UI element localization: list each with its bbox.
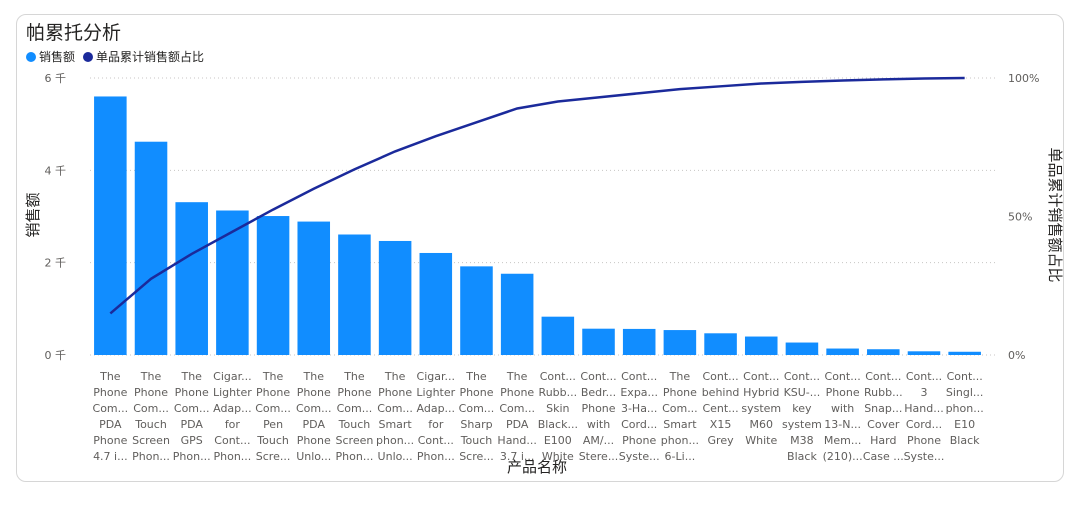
category-label: The Phone Com... Pen Touch Scre... [255,370,291,463]
bar[interactable] [419,252,453,355]
bar[interactable] [500,273,534,355]
bar[interactable] [704,333,737,355]
cumulative-line [109,76,965,315]
x-axis-categories: The Phone Com... PDA Phone 4.7 i...The Phone Co… [93,370,984,463]
bar[interactable] [622,328,656,355]
bar[interactable] [948,351,981,355]
bar[interactable] [907,351,941,355]
bar[interactable] [460,266,493,355]
category-label: Cont... KSU-... key system M38 Black [782,370,822,463]
category-label: The Phone Com... Touch Screen Phon... [132,370,170,463]
bar[interactable] [378,240,412,355]
legend-marker-cumulative [83,51,94,62]
category-label: The Phone Com... PDA Phone Unlo... [296,370,332,463]
category-label: Cont... behind Cent... X15 Grey [702,370,740,447]
y2-tick-label: 0% [1008,349,1025,362]
category-label: Cont... Expa... 3-Ha... Cord... Phone Syste..… [619,370,660,463]
bar[interactable] [297,221,331,355]
category-label: The Phone Com... Touch Screen Phon... [336,370,374,463]
bar[interactable] [541,316,575,355]
category-label: The Phone Com... PDA GPS Phon... [173,370,211,463]
category-label: Cont... Phone with 13-N... Mem... (210)... [823,370,863,463]
category-label: Cont... Singl... phon... E10 Black [946,370,984,447]
category-label: The Phone Com... Smart phon... 6-Li... [661,370,699,463]
bar[interactable] [216,210,249,355]
y-tick-label: 4 千 [45,164,67,177]
legend-marker-sales [26,51,36,62]
y2-axis-title: 单品累计销售额占比 [1046,147,1064,282]
chart-title: 帕累托分析 [26,22,122,44]
category-label: Cigar... Lighter Adap... for Cont... Phon... [213,370,252,463]
legend-label-cumulative: 单品累计销售额占比 [96,50,205,64]
legend-item-sales[interactable]: 销售额 [26,48,75,65]
legend[interactable]: 销售额 单品累计销售额占比 [26,48,204,65]
y-tick-label: 6 千 [45,72,67,85]
y2-axis-ticks: 0% 50% 100% [1008,72,1039,362]
y2-tick-label: 100% [1008,72,1039,85]
y-axis-title: 销售额 [24,192,42,237]
category-label: Cont... 3 Hand... Cord... Phone Syste... [904,370,945,463]
bar[interactable] [134,141,168,355]
category-label: Cont... Rubb... Skin Black... E100 White [538,370,578,463]
category-label: Cont... Rubb... Snap... Cover Hard Case ... [863,370,904,463]
bar[interactable] [826,348,859,355]
legend-item-cumulative[interactable]: 单品累计销售额占比 [83,48,204,65]
category-label: Cont... Bedr... Phone with AM/... Stere... [579,370,619,463]
x-axis-title: 产品名称 [507,458,567,476]
bars [94,96,981,355]
bar[interactable] [256,216,290,355]
category-label: Cigar... Lighter Adap... for Cont... Phon... [416,370,455,463]
y2-tick-label: 50% [1008,211,1032,224]
category-label: The Phone Com... PDA Phone 4.7 i... [93,370,129,463]
bar[interactable] [785,342,819,355]
bar[interactable] [663,330,697,355]
bar[interactable] [175,202,208,355]
y-tick-label: 2 千 [45,257,67,270]
category-label: Cont... Hybrid system M60 White [741,370,781,447]
bar[interactable] [582,328,615,355]
legend-label-sales: 销售额 [39,50,76,64]
bar[interactable] [338,234,371,355]
y-axis-ticks: 0 千 2 千 4 千 6 千 [45,72,67,362]
category-label: The Phone Com... PDA Hand... 3.7 i... [497,370,536,463]
y-tick-label: 0 千 [45,349,67,362]
category-label: The Phone Com... Smart phon... Unlo... [376,370,414,463]
category-label: The Phone Com... Sharp Touch Scre... [459,370,495,463]
bar[interactable] [744,336,778,355]
bar[interactable] [94,96,127,355]
bar[interactable] [867,349,900,355]
